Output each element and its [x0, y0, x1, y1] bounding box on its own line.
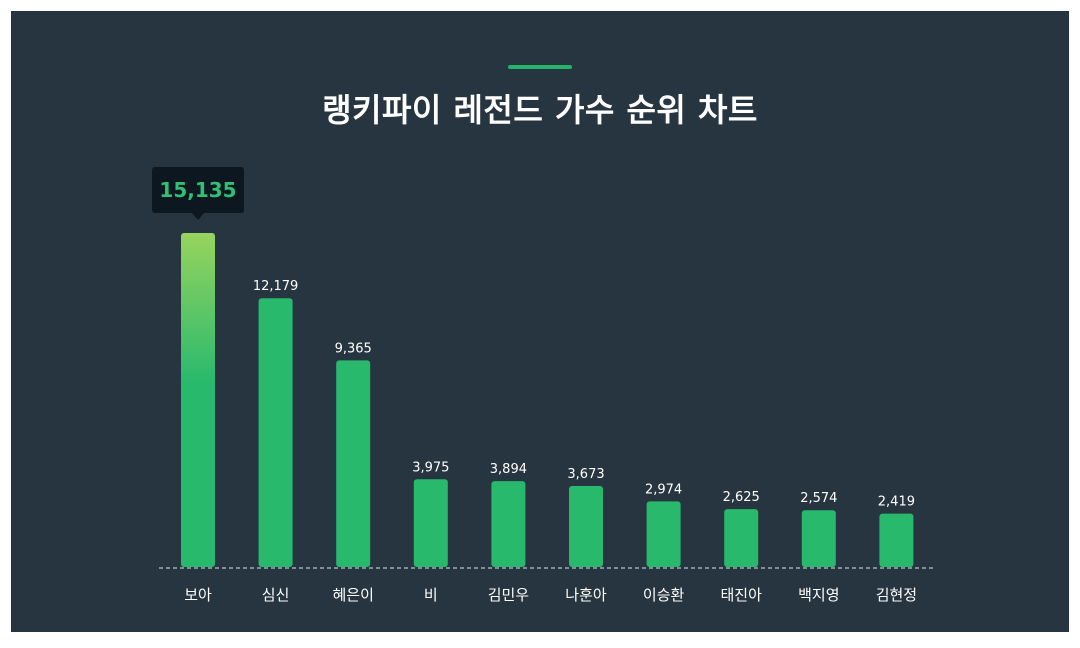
chart-card: 랭키파이 레전드 가수 순위 차트 15,135 보아 12,179 심신 9,365 혜… [11, 11, 1069, 632]
value-label-5: 3,894 [490, 462, 527, 477]
value-label-9: 2,574 [800, 491, 837, 506]
category-label-2: 심신 [262, 586, 290, 604]
category-label-6: 나훈아 [565, 586, 607, 604]
value-label-2: 12,179 [253, 279, 299, 294]
tooltip-box [152, 167, 244, 213]
category-label-9: 백지영 [798, 586, 839, 604]
value-label-10: 2,419 [878, 495, 915, 510]
value-label-8: 2,625 [723, 490, 760, 505]
tooltip-arrow [192, 213, 204, 220]
value-label-3: 9,365 [335, 341, 372, 356]
bars-layer: 15,135 보아 12,179 심신 9,365 혜은이 3,975 비 3,894 김민우 3,… [152, 167, 917, 604]
bar-chart: 15,135 보아 12,179 심신 9,365 혜은이 3,975 비 3,894 김민우 3,… [152, 167, 933, 604]
bar-8[interactable] [724, 509, 759, 567]
title-accent-line [508, 65, 572, 69]
category-label-5: 김민우 [488, 586, 530, 604]
bar-10[interactable] [879, 513, 914, 567]
bar-5[interactable] [491, 481, 526, 567]
value-tooltip: 15,135 [152, 167, 244, 220]
category-label-4: 비 [424, 586, 438, 604]
category-label-10: 김현정 [876, 586, 917, 604]
bar-3[interactable] [336, 360, 371, 567]
bar-4[interactable] [413, 479, 448, 567]
value-label-1: 15,135 [159, 178, 236, 202]
category-label-3: 혜은이 [332, 586, 373, 604]
bar-9[interactable] [801, 510, 836, 567]
bar-2[interactable] [258, 298, 293, 567]
value-label-6: 3,673 [567, 467, 604, 482]
bar-1[interactable] [181, 233, 215, 567]
category-label-7: 이승환 [643, 586, 685, 604]
category-label-1: 보아 [184, 586, 212, 604]
bar-6[interactable] [569, 485, 603, 567]
bar-7[interactable] [646, 501, 681, 567]
value-label-4: 3,975 [412, 460, 449, 475]
chart-title: 랭키파이 레전드 가수 순위 차트 [322, 91, 758, 129]
category-label-8: 태진아 [720, 586, 762, 604]
value-label-7: 2,974 [645, 482, 682, 497]
